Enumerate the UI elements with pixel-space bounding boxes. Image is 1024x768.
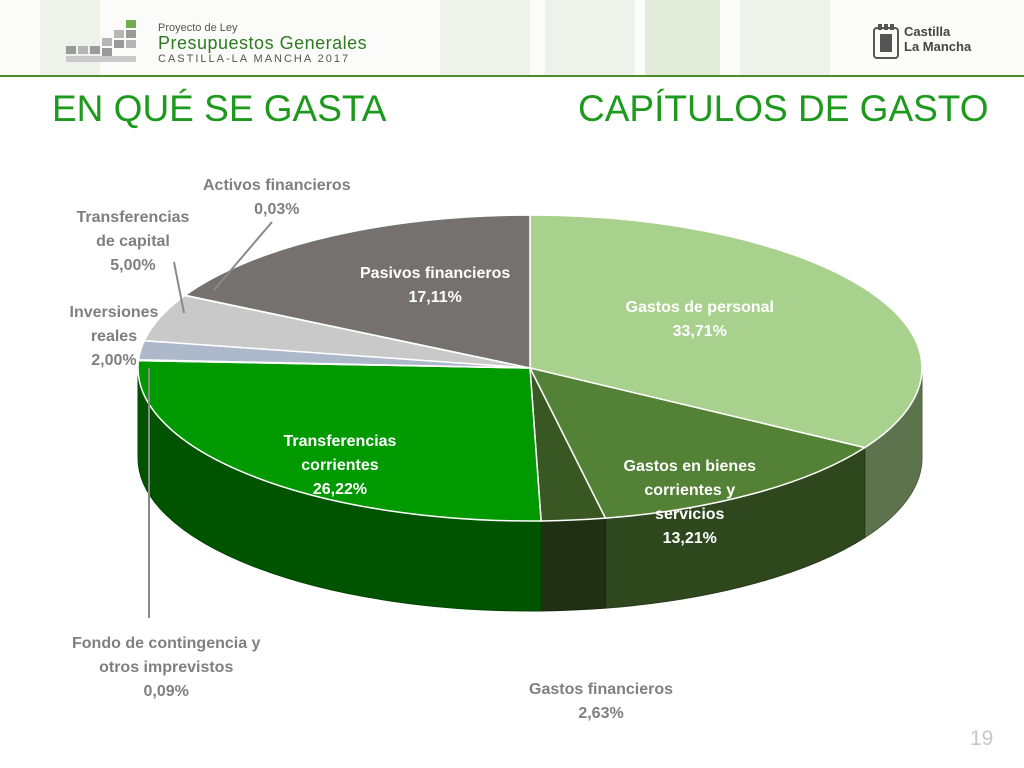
data-label-value: 2,63% xyxy=(578,705,624,722)
leader-line-activos-financieros xyxy=(213,221,273,291)
data-label-name: Pasivos financieros xyxy=(360,265,511,282)
data-label-name: Inversiones xyxy=(69,304,159,321)
data-label-transferencias-corrientes: Transferencias corrientes 26,22% xyxy=(284,430,397,502)
data-label-name: Transferencias xyxy=(283,433,397,450)
data-label-fondo-de-contingencia-y-otros-imprevistos: Fondo de contingencia y otros imprevistos… xyxy=(72,632,260,704)
pie-slice-transferencias-corrientes xyxy=(137,359,542,522)
data-label-value: 33,71% xyxy=(672,323,727,340)
castle-logo-icon xyxy=(873,24,899,59)
region-line-2: La Mancha xyxy=(904,39,972,54)
header-divider xyxy=(0,75,1024,77)
data-label-gastos-de-personal: Gastos de personal 33,71% xyxy=(626,296,775,344)
data-label-name: Activos financieros xyxy=(203,177,351,194)
logo-line-1: Proyecto de Ley xyxy=(158,22,238,34)
data-label-inversiones-reales: Inversiones reales 2,00% xyxy=(70,301,159,373)
data-label-transferencias-de-capital: Transferencias de capital 5,00% xyxy=(77,206,190,278)
data-label-value: 26,22% xyxy=(312,481,368,498)
data-label-value: 0,03% xyxy=(254,201,300,218)
data-label-name: Fondo de contingencia y xyxy=(72,635,261,652)
budget-logo-icon xyxy=(66,20,136,62)
data-label-gastos-en-bienes-corrientes-y-servicios: Gastos en bienes corrientes y servicios 13,… xyxy=(624,455,757,551)
banner-tile xyxy=(40,0,100,75)
data-label-name: servicios xyxy=(655,506,725,523)
data-label-name: corrientes y xyxy=(644,482,736,499)
data-label-name: otros imprevistos xyxy=(99,659,234,676)
logo-line-2: Presupuestos Generales xyxy=(158,33,368,53)
data-label-name: Gastos financieros xyxy=(529,681,674,698)
data-label-value: 5,00% xyxy=(110,257,156,274)
data-label-value: 2,00% xyxy=(91,352,137,369)
header-banner: Proyecto de Ley Presupuestos Generales C… xyxy=(0,0,1024,75)
data-label-activos-financieros: Activos financieros 0,03% xyxy=(203,174,351,222)
banner-tile xyxy=(645,0,720,75)
data-label-value: 0,09% xyxy=(143,683,189,700)
logo-line-3: CASTILLA-LA MANCHA 2017 xyxy=(158,53,351,65)
data-label-value: 17,11% xyxy=(408,289,462,306)
banner-tile xyxy=(440,0,530,75)
data-label-gastos-financieros: Gastos financieros 2,63% xyxy=(529,678,673,726)
data-label-name: Gastos de personal xyxy=(625,299,775,316)
banner-tile xyxy=(740,0,830,75)
data-label-name: Transferencias xyxy=(76,209,190,226)
chart-title: CAPÍTULOS DE GASTO xyxy=(578,88,989,129)
leader-line-transferencias-de-capital xyxy=(173,261,185,314)
pie-slice-gastos-en-bienes-corrientes-y-servicios xyxy=(528,366,867,519)
pie-slice-gastos-de-personal xyxy=(529,214,923,449)
banner-tile xyxy=(545,0,635,75)
region-line-1: Castilla xyxy=(904,24,951,39)
data-label-name: de capital xyxy=(96,233,170,250)
data-label-value: 13,21% xyxy=(662,530,717,547)
page-title: EN QUÉ SE GASTA xyxy=(52,88,387,129)
pie-side-gastos-financieros xyxy=(540,517,606,612)
data-label-pasivos-financieros: Pasivos financieros 17,11% xyxy=(360,262,510,310)
region-logo-text: Castilla La Mancha xyxy=(904,24,971,54)
pie-slice-pasivos-financieros xyxy=(183,214,531,369)
page-number: 19 xyxy=(970,727,994,750)
data-label-name: corrientes xyxy=(301,457,379,474)
data-label-name: reales xyxy=(90,328,138,345)
data-label-name: Gastos en bienes xyxy=(623,458,757,475)
pie-slices xyxy=(137,214,923,522)
